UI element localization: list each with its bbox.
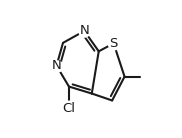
Text: Cl: Cl: [62, 102, 76, 115]
Text: S: S: [109, 37, 118, 50]
Text: N: N: [52, 59, 61, 72]
Text: N: N: [80, 24, 89, 37]
